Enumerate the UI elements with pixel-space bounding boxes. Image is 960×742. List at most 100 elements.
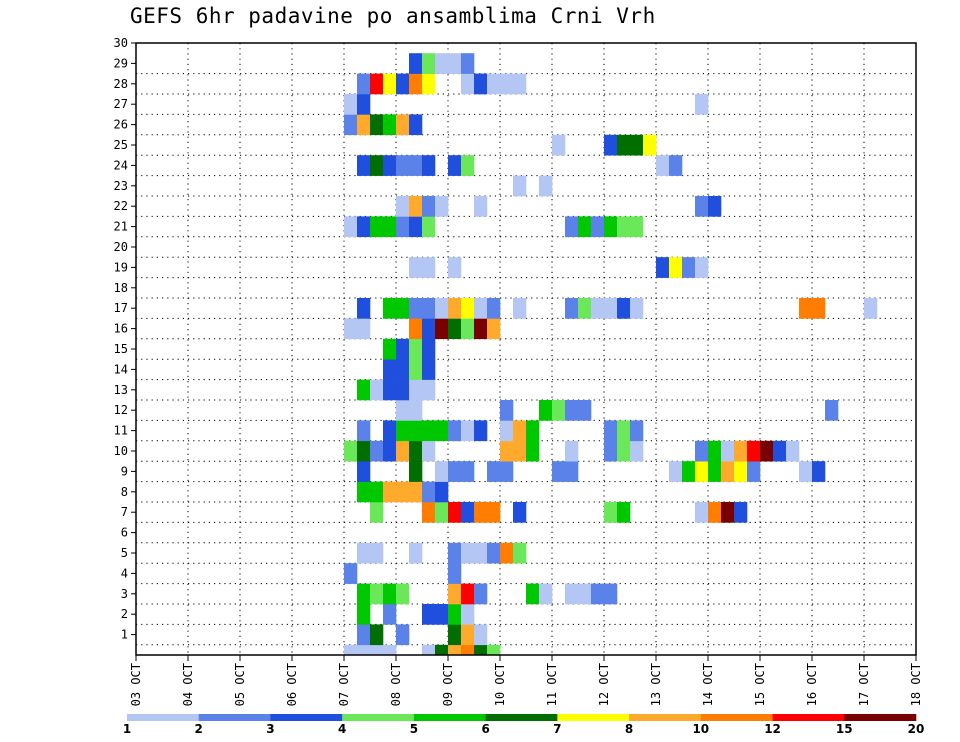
heatmap-cell [409,359,423,380]
heatmap-cell [383,73,397,95]
y-axis: 1234567891011121314151617181920212223242… [114,36,136,642]
heatmap-cell [630,440,644,462]
heatmap-cell [591,216,605,238]
heatmap-cell [409,155,423,176]
heatmap-cell [357,216,371,238]
heatmap-cell [604,583,618,605]
heatmap-cell [461,461,475,482]
heatmap-cell [474,73,488,95]
heatmap-cell [565,298,579,319]
heatmap-cell [435,481,449,503]
heatmap-cell [370,155,384,176]
heatmap-cell [409,379,423,401]
heatmap-cell [565,461,579,482]
heatmap-cell [487,644,501,656]
heatmap-cell [422,298,436,319]
y-tick-label: 5 [121,546,128,560]
heatmap-cell [370,583,384,605]
heatmap-cell [435,502,449,523]
heatmap-cell [656,257,670,278]
heatmap-cell [500,461,514,482]
heatmap-cell [474,196,488,217]
heatmap-cell [461,604,475,625]
heatmap-cell [552,461,566,482]
y-tick-label: 12 [114,403,128,417]
heatmap-cell [461,644,475,656]
legend-swatch [270,714,343,721]
heatmap-cell [370,379,384,401]
heatmap-cell [812,298,826,319]
heatmap-cell [760,440,774,462]
heatmap-cell [604,502,618,523]
heatmap-cell [591,583,605,605]
legend-label: 8 [625,722,633,736]
heatmap-cell [422,604,436,625]
heatmap-cell [409,542,423,564]
heatmap-cell [812,461,826,482]
heatmap-cell [513,175,527,197]
heatmap-cell [721,461,735,482]
heatmap-cell [474,542,488,564]
heatmap-cell [487,502,501,523]
heatmap-cell [461,502,475,523]
x-tick-label: 07 OCT [337,663,351,706]
legend-label: 7 [553,722,561,736]
heatmap-cell [344,318,358,340]
heatmap-cell [396,359,410,380]
heatmap-cell [487,318,501,340]
heatmap-cell [422,155,436,176]
x-tick-label: 13 OCT [649,663,663,706]
heatmap-cell [370,644,384,656]
heatmap-cell [721,440,735,462]
legend-label: 2 [195,722,203,736]
heatmap-cell [682,461,696,482]
heatmap-cell [448,542,462,564]
x-tick-label: 11 OCT [545,663,559,706]
heatmap-cell [344,563,358,584]
heatmap-cell [864,298,878,319]
heatmap-cell [370,542,384,564]
heatmap-cell [552,400,566,421]
heatmap-cell [526,583,540,605]
heatmap-cell [604,216,618,238]
heatmap-cell [513,73,527,95]
heatmap-cell [552,134,566,156]
heatmap-cell [448,624,462,646]
heatmap-cell [435,196,449,217]
heatmap-cell [513,420,527,442]
y-tick-label: 11 [114,424,128,438]
heatmap-cell [513,542,527,564]
heatmap-cell [357,604,371,625]
heatmap-cell [357,318,371,340]
heatmap-cell [396,73,410,95]
y-tick-label: 17 [114,301,128,315]
heatmap-cell [422,644,436,656]
heatmap-cell [396,379,410,401]
heatmap-cell [799,461,813,482]
legend-label: 10 [692,722,709,736]
heatmap-cell [422,338,436,360]
x-axis: 03 OCT 04 OCT 05 OCT 06 OCT 07 OCT 08 OCT 09 O… [129,655,923,706]
heatmap-cell [422,359,436,380]
heatmap-cell [578,400,592,421]
y-tick-label: 2 [121,607,128,621]
y-tick-label: 8 [121,485,128,499]
heatmap-cell [695,196,709,217]
x-tick-label: 12 OCT [597,663,611,706]
heatmap-cell [396,440,410,462]
heatmap-cell [474,298,488,319]
x-tick-label: 04 OCT [181,663,195,706]
heatmap-cell [383,440,397,462]
y-tick-label: 1 [121,628,128,642]
heatmap-cell [526,440,540,462]
legend-label: 5 [410,722,418,736]
heatmap-cell [409,440,423,462]
y-tick-label: 9 [121,464,128,478]
heatmap-cell [799,298,813,319]
heatmap-cell [396,216,410,238]
heatmap-cell [396,481,410,503]
heatmap-cell [448,644,462,656]
heatmap-cell [708,440,722,462]
heatmap-cell [448,420,462,442]
heatmap-cell [448,155,462,176]
